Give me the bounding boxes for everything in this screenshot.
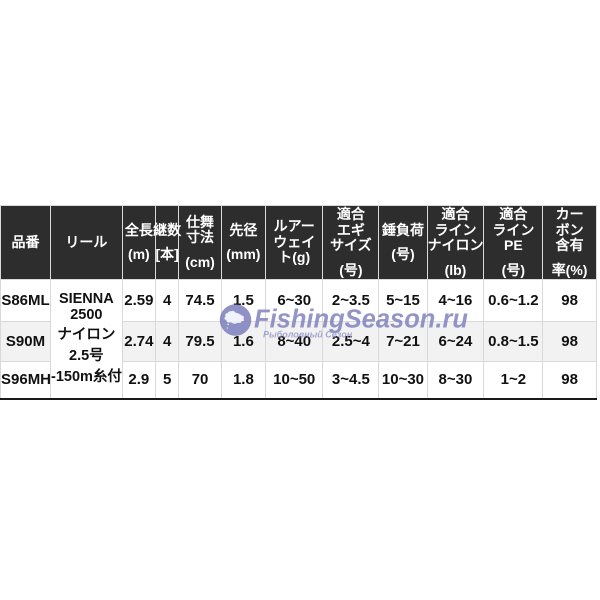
svg-text:Рыболовный Сезон: Рыболовный Сезон (263, 330, 353, 340)
